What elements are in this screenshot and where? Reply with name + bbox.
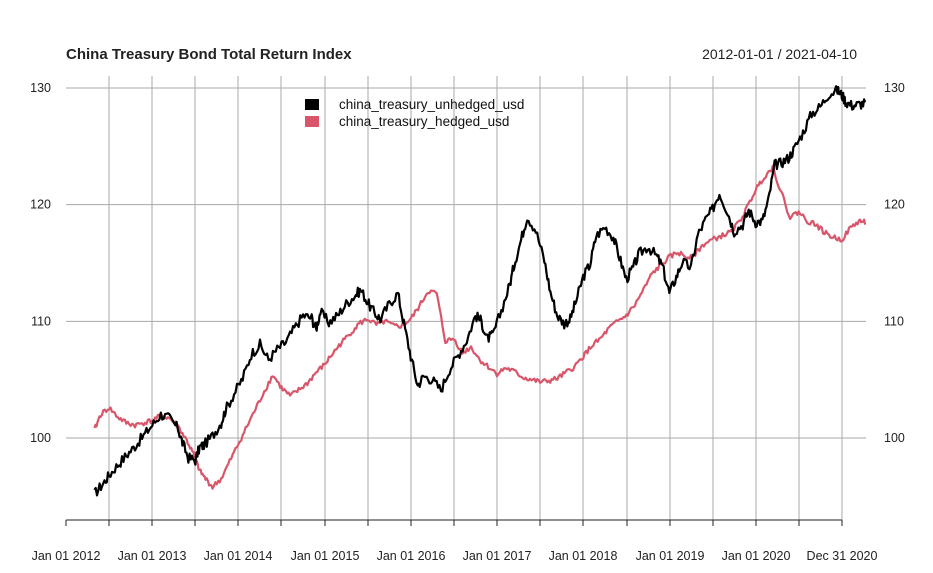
y-tick-label-right-1: 110	[884, 314, 904, 328]
x-tick-label-6: Jan 01 2018	[549, 549, 618, 563]
y-tick-label-left-0: 100	[30, 431, 51, 445]
x-tick-label-7: Jan 01 2019	[636, 549, 705, 563]
x-tick-label-8: Jan 01 2020	[722, 549, 791, 563]
x-tick-label-3: Jan 01 2015	[291, 549, 360, 563]
x-axis: Jan 01 2012 Jan 01 2013 Jan 01 2014 Jan 01 …	[32, 519, 878, 563]
series-layer	[93, 85, 867, 497]
y-tick-label-left-3: 130	[30, 81, 51, 95]
y-tick-label-right-3: 130	[884, 81, 905, 95]
series-line-hedged	[93, 164, 867, 490]
y-tick-label-left-2: 120	[30, 198, 51, 212]
legend-swatch-hedged	[305, 116, 319, 127]
horizontal-gridlines	[66, 87, 866, 439]
legend: china_treasury_unhedged_usd china_treasu…	[305, 97, 524, 129]
legend-label-hedged: china_treasury_hedged_usd	[339, 114, 509, 129]
date-range: 2012-01-01 / 2021-04-10	[702, 46, 857, 62]
y-tick-label-left-1: 110	[31, 314, 51, 328]
x-tick-label-2: Jan 01 2014	[204, 549, 273, 563]
x-tick-label-1: Jan 01 2013	[118, 549, 187, 563]
y-tick-label-right-0: 100	[884, 431, 905, 445]
vertical-gridlines	[108, 76, 843, 520]
x-tick-label-5: Jan 01 2017	[463, 549, 532, 563]
series-line-unhedged	[93, 85, 867, 497]
x-tick-label-0: Jan 01 2012	[32, 549, 101, 563]
y-axis-left: 100 110 120 130	[30, 81, 51, 445]
x-tick-label-9: Dec 31 2020	[807, 549, 878, 563]
legend-swatch-unhedged	[305, 99, 319, 110]
x-tick-label-4: Jan 01 2016	[377, 549, 446, 563]
y-axis-right: 100 110 120 130	[884, 81, 905, 445]
y-tick-label-right-2: 120	[884, 198, 905, 212]
legend-label-unhedged: china_treasury_unhedged_usd	[339, 97, 524, 112]
chart-title: China Treasury Bond Total Return Index	[66, 46, 352, 63]
